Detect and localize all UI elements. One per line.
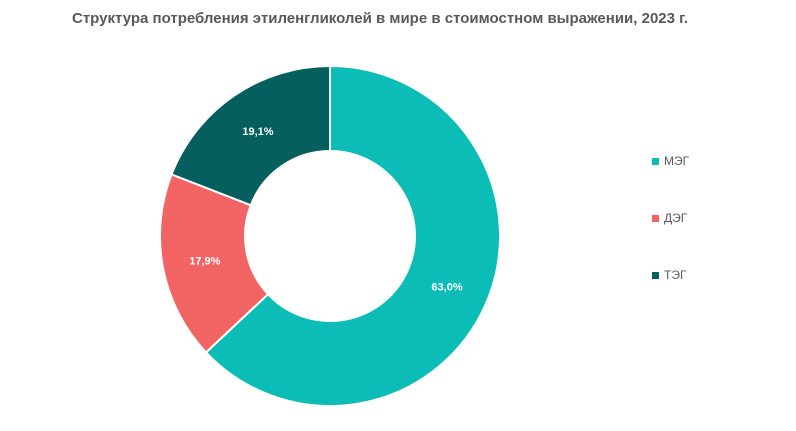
chart-title: Структура потребления этиленгликолей в м…	[72, 10, 689, 27]
legend-swatch-teg	[652, 271, 659, 279]
legend-label-teg: ТЭГ	[664, 268, 687, 282]
legend: МЭГ ДЭГ ТЭГ	[652, 152, 689, 323]
legend-label-deg: ДЭГ	[664, 211, 688, 225]
data-label-teg: 19,1%	[242, 126, 273, 138]
legend-item-teg[interactable]: ТЭГ	[652, 266, 689, 284]
data-label-deg: 17,9%	[189, 255, 220, 267]
legend-item-deg[interactable]: ДЭГ	[652, 209, 689, 227]
legend-swatch-deg	[652, 214, 659, 222]
slice-teg[interactable]	[170, 64, 331, 207]
data-label-meg: 63,0%	[431, 282, 462, 294]
legend-item-meg[interactable]: МЭГ	[652, 152, 689, 170]
legend-label-meg: МЭГ	[664, 154, 690, 168]
slice-meg[interactable]	[204, 64, 501, 407]
legend-swatch-meg	[652, 157, 659, 165]
slice-deg[interactable]	[159, 173, 270, 354]
